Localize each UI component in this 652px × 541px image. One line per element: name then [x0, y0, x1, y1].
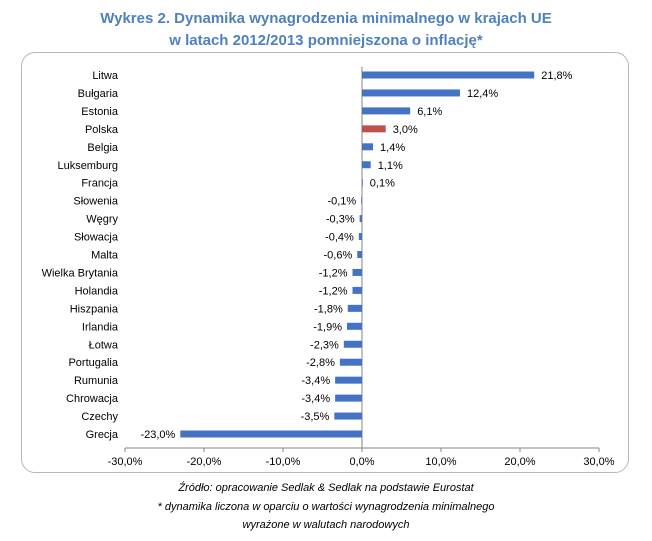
chart-title-line2: w latach 2012/2013 pomniejszona o inflac… [169, 32, 483, 49]
data-label: 21,8% [541, 70, 572, 82]
source-note: Źródło: opracowanie Sedlak & Sedlak na p… [178, 482, 474, 494]
x-tick-label: -30,0% [108, 456, 143, 468]
bar [359, 215, 362, 223]
x-tick-label: 0,0% [349, 456, 374, 468]
data-label: -1,2% [319, 267, 348, 279]
category-label: Holandia [75, 285, 119, 297]
bar [362, 179, 363, 187]
bar [357, 251, 362, 258]
data-label: 6,1% [417, 106, 442, 118]
data-label: -0,1% [327, 196, 356, 208]
bar [180, 430, 362, 438]
data-label: -1,8% [314, 303, 343, 315]
bar [334, 412, 362, 420]
data-label: -2,8% [306, 357, 335, 369]
data-label: -1,2% [319, 285, 348, 297]
bar [352, 268, 362, 276]
category-label: Hiszpania [70, 303, 119, 315]
category-label: Belgia [87, 142, 118, 154]
data-label: -1,9% [313, 321, 342, 333]
bar [361, 197, 363, 205]
bar [339, 358, 362, 366]
bar [362, 143, 374, 151]
category-label: Grecja [86, 429, 119, 441]
category-label: Portugalia [68, 357, 118, 369]
category-label: Polska [85, 124, 119, 136]
category-label: Litwa [92, 70, 119, 82]
category-label: Irlandia [82, 321, 119, 333]
bar [352, 286, 362, 294]
bar [346, 322, 362, 330]
x-tick-label: -20,0% [187, 456, 222, 468]
category-label: Słowacja [74, 232, 119, 244]
bar [362, 89, 460, 97]
category-label: Czechy [81, 411, 118, 423]
data-label: 0,1% [370, 178, 395, 190]
data-label: -0,4% [325, 232, 354, 244]
bar [335, 394, 362, 402]
x-tick-label: -10,0% [266, 456, 301, 468]
category-label: Francja [81, 178, 119, 190]
bar [362, 107, 411, 115]
footnote-line2: wyrażone w walutach narodowych [242, 519, 410, 531]
data-label: 12,4% [467, 88, 498, 100]
footnote-line1: * dynamika liczona w oparciu o wartości … [157, 501, 495, 513]
data-label: 1,4% [380, 142, 405, 154]
bar [362, 161, 371, 169]
category-label: Malta [91, 250, 119, 262]
category-label: Estonia [81, 106, 119, 118]
data-label: 3,0% [393, 124, 418, 136]
data-label: -3,4% [301, 375, 330, 387]
bar [343, 340, 362, 348]
bar [347, 304, 362, 312]
data-label: -23,0% [140, 429, 175, 441]
data-label: -0,6% [324, 250, 353, 262]
x-tick-label: 20,0% [504, 456, 535, 468]
data-label: -3,5% [301, 411, 330, 423]
category-label: Węgry [86, 214, 118, 226]
bar [335, 376, 362, 384]
bar-chart: Litwa 21,8% Bułgaria 12,4% Estonia 6,1% Polska… [42, 67, 615, 468]
category-label: Słowenia [73, 196, 119, 208]
data-label: -0,3% [326, 214, 355, 226]
category-label: Bułgaria [78, 88, 119, 100]
category-label: Chrowacja [66, 393, 119, 405]
category-label: Łotwa [89, 339, 119, 351]
bar [362, 71, 535, 79]
data-label: -2,3% [310, 339, 339, 351]
x-tick-label: 10,0% [425, 456, 456, 468]
bar [358, 233, 362, 241]
data-label: 1,1% [378, 160, 403, 172]
bar [362, 125, 386, 133]
category-label: Rumunia [74, 375, 119, 387]
data-label: -3,4% [301, 393, 330, 405]
category-label: Luksemburg [57, 160, 118, 172]
x-tick-label: 30,0% [583, 456, 614, 468]
chart-frame: Litwa 21,8% Bułgaria 12,4% Estonia 6,1% Polska… [21, 52, 629, 473]
category-label: Wielka Brytania [42, 267, 119, 279]
chart-title-line1: Wykres 2. Dynamika wynagrodzenia minimal… [100, 10, 552, 27]
